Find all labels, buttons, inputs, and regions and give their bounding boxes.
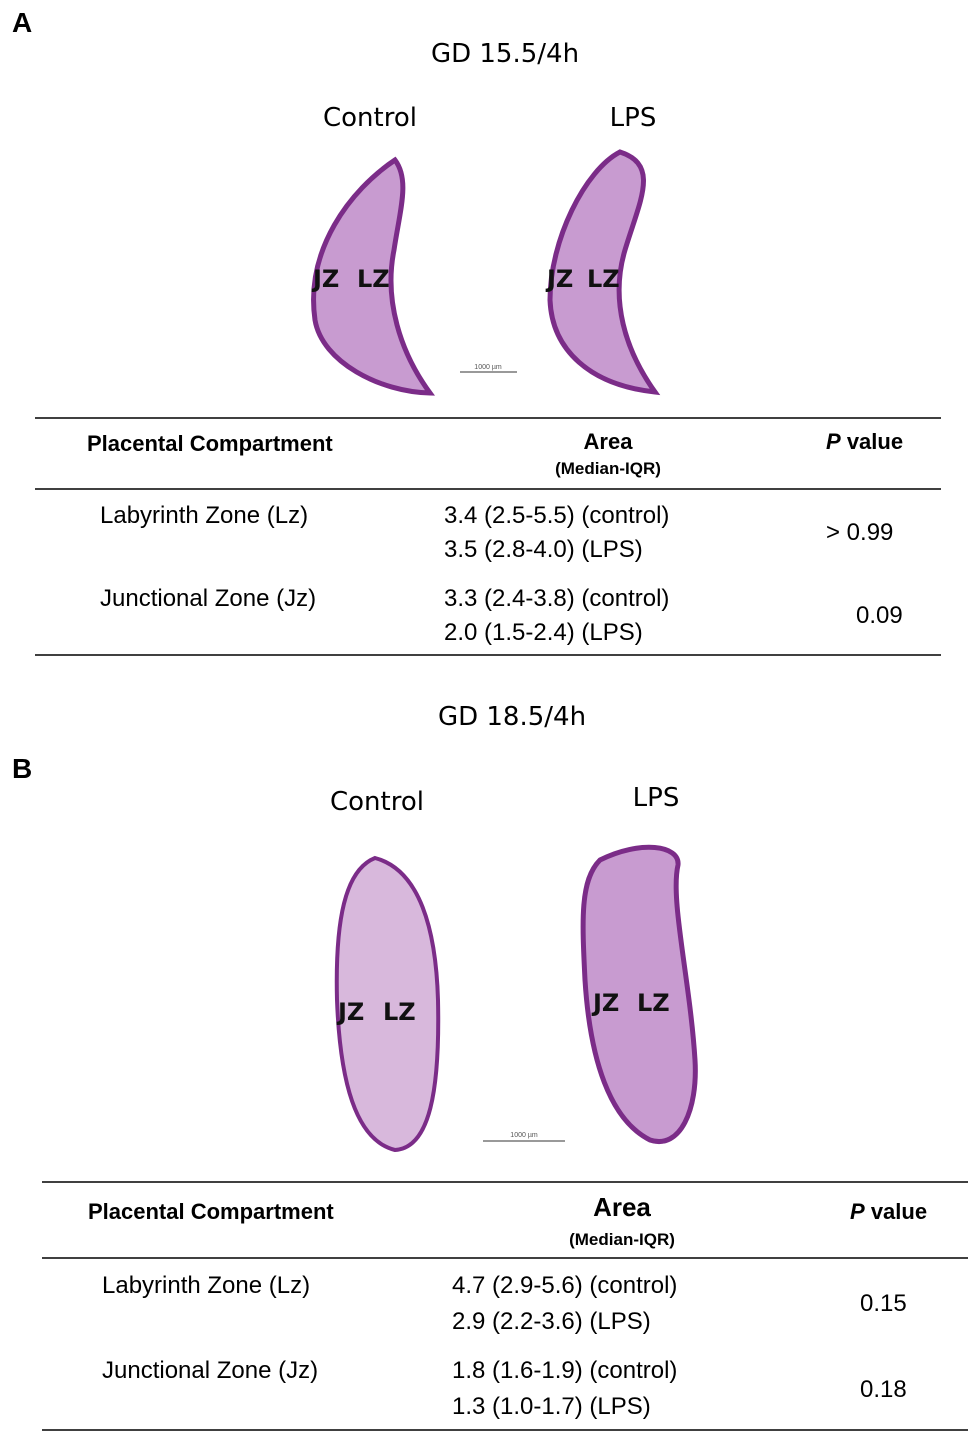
zone-label: LZ [383, 998, 416, 1026]
panel-title: GD 18.5/4h [438, 702, 586, 732]
p-rest: value [847, 429, 903, 454]
area-value: 3.4 (2.5-5.5) (control) [444, 502, 669, 529]
table-header: P value [850, 1199, 927, 1224]
panel-label: B [12, 753, 32, 784]
area-value: 1.3 (1.0-1.7) (LPS) [452, 1393, 651, 1420]
zone-label: LZ [637, 989, 670, 1017]
area-value: 2.9 (2.2-3.6) (LPS) [452, 1308, 651, 1335]
table-subheader: (Median-IQR) [569, 1230, 675, 1249]
zone-label: JZ [591, 989, 619, 1017]
area-value: 3.5 (2.8-4.0) (LPS) [444, 536, 643, 563]
table-header: Placental Compartment [87, 431, 333, 456]
p-value: > 0.99 [826, 519, 893, 546]
table-header: Placental Compartment [88, 1199, 334, 1224]
row-name: Labyrinth Zone (Lz) [100, 502, 308, 529]
scale-bar-label: 1000 µm [474, 364, 502, 371]
tissue-image [580, 844, 698, 1144]
area-value: 4.7 (2.9-5.6) (control) [452, 1272, 677, 1299]
zone-label: LZ [587, 265, 620, 293]
tissue-image [547, 149, 661, 396]
table-subheader: (Median-IQR) [555, 459, 661, 478]
area-value: 1.8 (1.6-1.9) (control) [452, 1357, 677, 1384]
zone-label: JZ [336, 998, 364, 1026]
image-label: Control [323, 103, 417, 133]
zone-label: LZ [357, 265, 390, 293]
scale-bar-label: 1000 µm [510, 1132, 538, 1139]
p-value: 0.15 [860, 1290, 907, 1317]
image-label: Control [330, 787, 424, 817]
row-name: Junctional Zone (Jz) [100, 585, 316, 612]
zone-label: JZ [545, 265, 573, 293]
row-name: Labyrinth Zone (Lz) [102, 1272, 310, 1299]
image-label: LPS [610, 103, 657, 133]
zone-label: JZ [311, 265, 339, 293]
tissue-image [311, 156, 436, 396]
table-header: Area [584, 429, 634, 454]
p-italic: P [850, 1199, 865, 1224]
table-header: Area [593, 1192, 651, 1222]
area-value: 3.3 (2.4-3.8) (control) [444, 585, 669, 612]
panel-label: A [12, 7, 32, 38]
table-header: P value [826, 429, 903, 454]
tissue-image [334, 855, 441, 1153]
p-rest: value [871, 1199, 927, 1224]
p-value: 0.09 [856, 602, 903, 629]
image-label: LPS [633, 783, 680, 813]
row-name: Junctional Zone (Jz) [102, 1357, 318, 1384]
panel-title: GD 15.5/4h [431, 39, 579, 69]
p-value: 0.18 [860, 1376, 907, 1403]
p-italic: P [826, 429, 841, 454]
area-value: 2.0 (1.5-2.4) (LPS) [444, 619, 643, 646]
